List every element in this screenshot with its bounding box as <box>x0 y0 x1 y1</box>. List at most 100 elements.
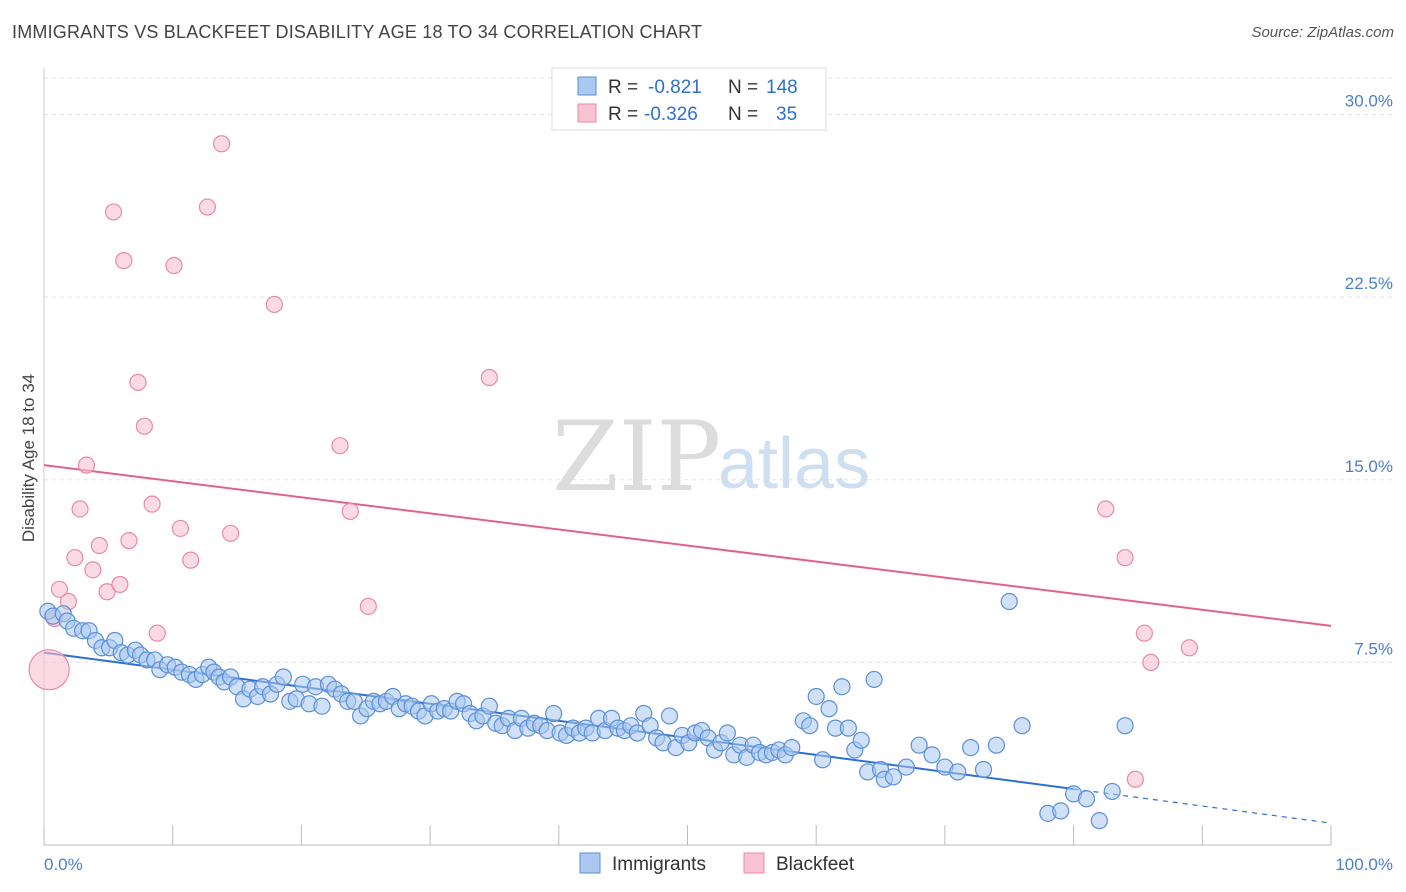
blackfeet-point <box>1180 639 1199 657</box>
bottom-legend-immigrants: Immigrants <box>612 854 706 875</box>
legend-r-label-1: R = <box>608 77 638 98</box>
blackfeet-trend-line <box>43 464 1332 627</box>
legend-n-label-2: N = <box>728 104 758 125</box>
legend-box <box>551 67 827 131</box>
legend-r-value-1: -0.821 <box>648 77 702 98</box>
blackfeet-point <box>359 597 377 615</box>
blackfeet-point <box>171 519 190 538</box>
blackfeet-point <box>77 456 96 474</box>
blackfeet-point <box>104 203 123 221</box>
blackfeet-point <box>90 536 108 555</box>
immigrants-point <box>987 736 1005 754</box>
legend: R = -0.821 N = 148 R = -0.326 N = 35 <box>551 67 827 131</box>
immigrants-point <box>852 731 870 749</box>
chart-title: IMMIGRANTS VS BLACKFEET DISABILITY AGE 1… <box>12 22 703 42</box>
blackfeet-point <box>98 583 116 601</box>
grid-lines <box>44 77 1393 663</box>
blackfeet-point <box>148 624 166 642</box>
blackfeet-point <box>28 649 70 691</box>
x-tick-label: 0.0% <box>44 855 83 874</box>
blackfeet-point <box>165 256 183 275</box>
immigrants-point <box>480 697 498 715</box>
x-tick-label: 100.0% <box>1335 855 1393 874</box>
blackfeet-point <box>115 252 133 270</box>
bottom-legend-blackfeet: Blackfeet <box>776 854 855 875</box>
blackfeet-point <box>331 437 349 455</box>
immigrants-point <box>807 687 825 706</box>
immigrants-point <box>628 724 646 742</box>
axes <box>43 68 1332 846</box>
y-axis-label: Disability Age 18 to 34 <box>19 374 38 542</box>
trend-lines <box>43 464 1332 824</box>
immigrants-point <box>801 717 819 735</box>
immigrants-point <box>783 739 801 757</box>
immigrants-point <box>962 739 980 757</box>
blackfeet-point <box>480 368 498 387</box>
immigrants-point <box>345 692 363 710</box>
immigrants-point <box>718 724 736 742</box>
y-tick-label: 30.0% <box>1345 92 1393 111</box>
blackfeet-point <box>265 295 283 314</box>
immigrants-point <box>820 700 838 718</box>
y-tick-label: 7.5% <box>1354 639 1393 658</box>
immigrants-point <box>1052 802 1070 820</box>
immigrants-point <box>1103 782 1121 801</box>
y-tick-labels: 7.5% 15.0% 22.5% 30.0% <box>1345 92 1393 659</box>
bottom-legend-swatch-immigrants <box>579 852 601 874</box>
blackfeet-point <box>84 561 102 579</box>
blackfeet-point <box>143 495 161 513</box>
immigrants-point <box>814 751 832 769</box>
immigrants-point <box>833 678 851 696</box>
blackfeet-point <box>1116 549 1134 567</box>
legend-n-label-1: N = <box>728 77 758 98</box>
immigrants-point <box>1000 592 1018 611</box>
immigrants-point <box>974 760 993 779</box>
legend-swatch-immigrants <box>577 76 597 96</box>
blackfeet-point <box>1142 653 1160 671</box>
immigrants-point <box>545 704 563 723</box>
watermark: ZIP atlas <box>552 401 870 513</box>
blackfeet-point <box>1126 770 1144 788</box>
legend-r-label-2: R = <box>608 104 638 125</box>
blackfeet-point <box>213 135 231 153</box>
immigrants-point <box>660 707 679 725</box>
blackfeet-point <box>198 198 217 216</box>
blackfeet-point <box>120 532 138 550</box>
immigrants-points <box>39 592 1134 830</box>
bottom-legend-swatch-blackfeet <box>743 852 765 874</box>
legend-n-value-2: 35 <box>776 104 797 125</box>
blackfeet-point <box>1135 624 1153 642</box>
watermark-atlas: atlas <box>718 424 870 504</box>
blackfeet-point <box>182 551 200 569</box>
blackfeet-point <box>222 524 240 542</box>
blackfeet-point <box>66 549 84 567</box>
immigrants-point <box>865 670 883 689</box>
immigrants-point <box>884 768 903 786</box>
legend-n-value-1: 148 <box>766 77 798 98</box>
y-tick-label: 15.0% <box>1345 457 1393 476</box>
x-tick-labels: 0.0% 100.0% <box>44 855 1393 874</box>
blackfeet-point <box>1097 500 1115 518</box>
blackfeet-points <box>28 135 1199 788</box>
watermark-zip: ZIP <box>552 401 721 513</box>
immigrants-point <box>274 668 292 686</box>
blackfeet-point <box>111 575 129 594</box>
legend-r-value-2: -0.326 <box>644 104 698 125</box>
bottom-legend: Immigrants Blackfeet <box>579 852 855 875</box>
immigrants-point <box>1090 812 1108 830</box>
blackfeet-point <box>71 500 89 518</box>
immigrants-point <box>839 719 857 737</box>
y-tick-label: 22.5% <box>1345 274 1393 293</box>
immigrants-point <box>949 763 967 781</box>
source-label: Source: ZipAtlas.com <box>1251 24 1394 41</box>
legend-swatch-blackfeet <box>577 103 597 123</box>
immigrants-point <box>910 736 928 754</box>
immigrants-point <box>897 758 915 776</box>
immigrants-point <box>1077 790 1096 808</box>
immigrants-point <box>1013 717 1031 735</box>
blackfeet-point <box>135 417 153 435</box>
blackfeet-point <box>50 580 69 598</box>
immigrants-point <box>923 746 941 764</box>
blackfeet-point <box>341 502 359 521</box>
